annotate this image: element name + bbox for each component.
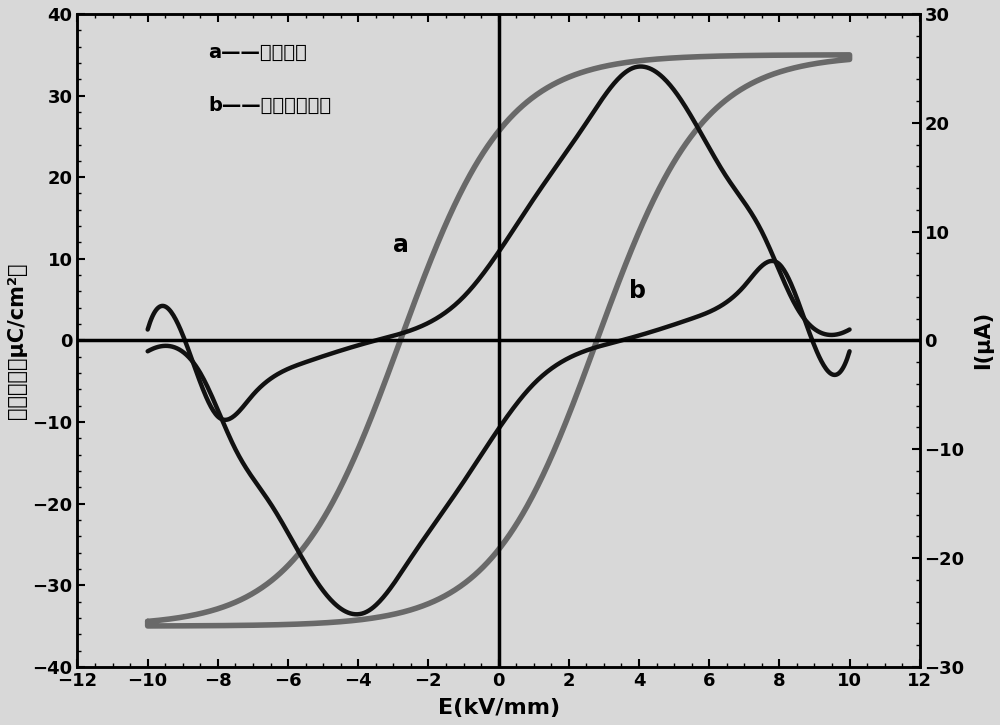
Text: b: b	[629, 279, 646, 303]
Text: a——电滴回线: a——电滴回线	[208, 44, 307, 62]
X-axis label: E(kV/mm): E(kV/mm)	[438, 698, 560, 718]
Text: a: a	[393, 233, 409, 257]
Y-axis label: I(μA): I(μA)	[973, 311, 993, 370]
Y-axis label: 极化强度（μC/cm²）: 极化强度（μC/cm²）	[7, 262, 27, 418]
Text: b——极化反转电流: b——极化反转电流	[208, 96, 331, 115]
